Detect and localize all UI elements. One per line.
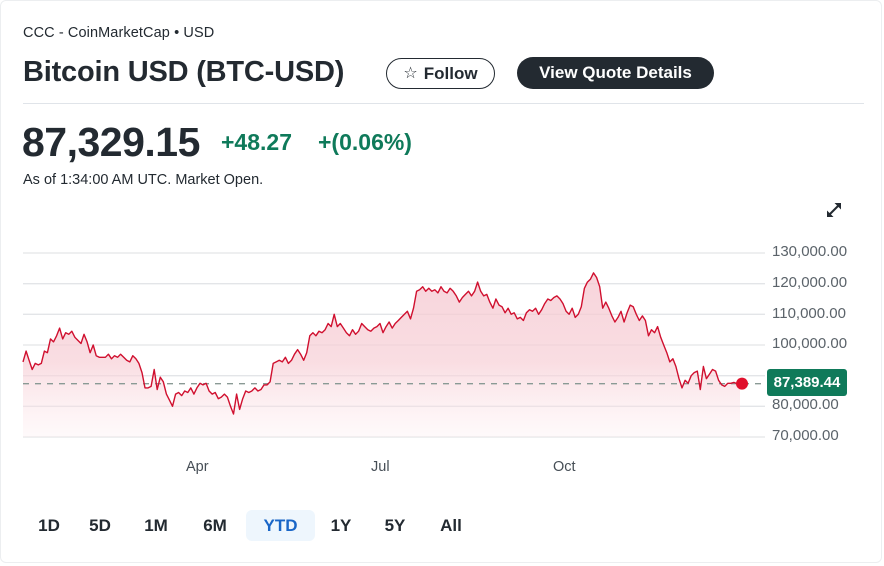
y-axis-label: 80,000.00: [772, 396, 839, 413]
market-timestamp: As of 1:34:00 AM UTC. Market Open.: [23, 172, 264, 188]
view-quote-details-button[interactable]: View Quote Details: [517, 57, 714, 89]
y-axis-label: 100,000.00: [772, 335, 848, 352]
range-ytd-button[interactable]: YTD: [246, 510, 315, 541]
y-axis-label: 70,000.00: [772, 427, 839, 444]
price-change-percent: +(0.06%): [318, 129, 412, 155]
y-axis-label: 120,000.00: [772, 274, 848, 291]
price-area-fill: [23, 272, 740, 437]
x-axis-label: Jul: [371, 459, 390, 475]
current-price: 87,329.15: [22, 119, 200, 165]
expand-arrows-icon[interactable]: [824, 201, 844, 219]
exchange-source: CCC - CoinMarketCap • USD: [23, 25, 215, 41]
header-divider: [23, 103, 864, 104]
range-1y-button[interactable]: 1Y: [330, 515, 352, 535]
price-line: [22, 272, 741, 415]
range-1d-button[interactable]: 1D: [38, 515, 60, 535]
x-axis-label: Apr: [186, 459, 209, 475]
page-title: Bitcoin USD (BTC-USD): [23, 56, 345, 88]
current-price-tag: 87,389.44: [767, 369, 847, 396]
y-axis-label: 110,000.00: [772, 305, 846, 322]
range-6m-button[interactable]: 6M: [203, 515, 227, 535]
y-axis-label: 130,000.00: [772, 243, 848, 260]
time-range-selector: 1D 5D 1M 6M YTD 1Y 5Y All: [26, 510, 479, 541]
range-5y-button[interactable]: 5Y: [384, 515, 406, 535]
range-all-button[interactable]: All: [440, 515, 462, 535]
follow-button[interactable]: ☆ Follow: [386, 58, 495, 89]
star-outline-icon: ☆: [403, 64, 418, 82]
range-5d-button[interactable]: 5D: [89, 515, 111, 535]
range-1m-button[interactable]: 1M: [144, 515, 168, 535]
follow-label: Follow: [423, 63, 478, 83]
last-price-marker: [736, 377, 748, 390]
price-change: +48.27: [221, 129, 292, 155]
x-axis-label: Oct: [553, 459, 576, 475]
